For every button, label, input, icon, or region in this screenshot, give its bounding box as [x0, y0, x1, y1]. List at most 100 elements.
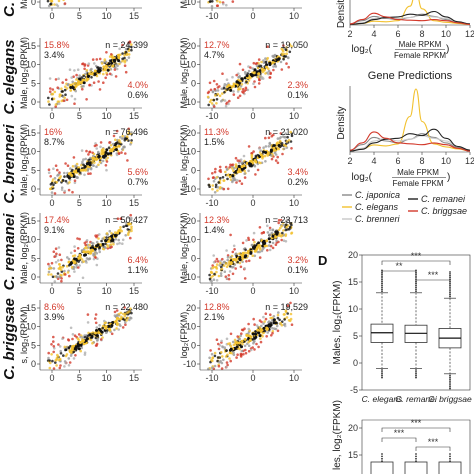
scatter-point	[83, 67, 86, 71]
scatter-point	[104, 76, 107, 80]
scatter-point	[57, 178, 60, 182]
scatter-point	[211, 274, 214, 278]
species-legend: C. japonica C. remanei C. elegans C. briggs…	[342, 190, 467, 224]
scatter-point	[49, 187, 52, 191]
scatter-point	[264, 60, 268, 64]
scatter-point	[106, 156, 109, 160]
scatter-point	[115, 67, 119, 71]
scatter-point	[271, 246, 275, 250]
scatter-point	[240, 345, 243, 349]
scatter-point	[221, 72, 224, 75]
scatter-point	[100, 239, 103, 243]
scatter-point	[94, 317, 97, 320]
scatter-point	[47, 356, 50, 360]
n-count: n = 19,529	[265, 302, 308, 312]
scatter-point	[91, 342, 94, 345]
scatter-point	[263, 154, 267, 158]
scatter-point	[54, 247, 58, 250]
scatter-point	[243, 337, 247, 341]
scatter-point	[218, 261, 222, 265]
scatter-point	[108, 229, 112, 233]
scatter-point	[94, 250, 97, 254]
x-tick-label: -10	[205, 198, 218, 208]
scatter-point	[243, 176, 247, 179]
scatter-point	[48, 77, 52, 80]
scatter-point	[118, 241, 121, 245]
scatter-point	[219, 176, 222, 180]
y-tick-label: 5	[353, 331, 358, 341]
scatter-point	[60, 277, 63, 280]
scatter-point	[110, 55, 114, 58]
scatter-point	[240, 83, 244, 86]
scatter-point	[94, 331, 97, 335]
scatter-point	[96, 243, 100, 247]
scatter-point	[99, 141, 103, 144]
scatter-point	[121, 148, 124, 151]
x-tick-label: 0	[250, 111, 255, 121]
scatter-point	[241, 251, 245, 255]
scatter-point	[233, 338, 237, 342]
scatter-row-2: C. brenneri Male, log₂(RPKM) Male, log₂(FP…	[1, 124, 308, 208]
scatter-point	[90, 76, 93, 79]
scatter-point	[102, 65, 106, 69]
scatter-point	[95, 143, 98, 147]
scatter-point	[83, 336, 87, 339]
scatter-point	[225, 168, 229, 171]
scatter-point	[110, 232, 113, 235]
scatter-point	[269, 313, 272, 317]
scatter-point	[57, 259, 60, 262]
scatter-point	[252, 317, 255, 321]
x-tick-label: 0	[250, 11, 255, 21]
scatter-point	[237, 76, 240, 79]
scatter-point	[265, 63, 269, 67]
scatter-point	[125, 135, 129, 138]
scatter-point	[231, 174, 235, 178]
scatter-point	[53, 90, 57, 94]
upper-percent-red: 17.4%	[44, 215, 70, 225]
scatter-point	[49, 266, 53, 270]
density-line-elegans	[349, 0, 471, 26]
scatter-point	[235, 356, 238, 359]
scatter-point	[129, 218, 133, 222]
scatter-point	[54, 164, 58, 167]
scatter-point	[247, 145, 251, 148]
scatter-point	[77, 347, 81, 351]
scatter-point	[290, 231, 294, 235]
scatter-point	[212, 278, 216, 282]
scatter-point	[272, 146, 276, 150]
scatter-point	[243, 172, 246, 175]
outlier-point	[415, 369, 417, 371]
scatter-point	[54, 361, 57, 364]
scatter-point	[211, 90, 215, 93]
scatter-point	[130, 227, 133, 230]
scatter-point	[249, 251, 253, 254]
scatter-point	[57, 343, 60, 346]
x-tick-label: 10	[102, 111, 112, 121]
scatter-point	[65, 98, 69, 102]
scatter-point	[97, 80, 100, 83]
scatter-point	[268, 226, 272, 230]
scatter-point	[57, 0, 61, 3]
scatter-point	[250, 155, 254, 158]
scatter-point	[122, 312, 125, 316]
scatter-point	[243, 277, 247, 280]
scatter-point	[85, 162, 89, 166]
scatter-point	[106, 68, 110, 72]
scatter-point	[284, 132, 288, 135]
scatter-point	[277, 147, 281, 151]
scatter-point	[98, 324, 101, 327]
scatter-point	[215, 102, 218, 105]
scatter-point	[271, 228, 275, 231]
x-tick-label: 4	[371, 156, 376, 166]
outlier-point	[415, 290, 417, 293]
bracket-left	[381, 270, 417, 275]
scatter-point	[83, 353, 87, 356]
scatter-point	[270, 157, 274, 161]
scatter-point	[121, 57, 124, 61]
scatter-point	[73, 260, 77, 264]
scatter-point	[252, 82, 255, 85]
scatter-point	[115, 153, 119, 157]
scatter-point	[266, 224, 269, 228]
scatter-point	[127, 132, 130, 135]
outlier-point	[449, 284, 451, 287]
